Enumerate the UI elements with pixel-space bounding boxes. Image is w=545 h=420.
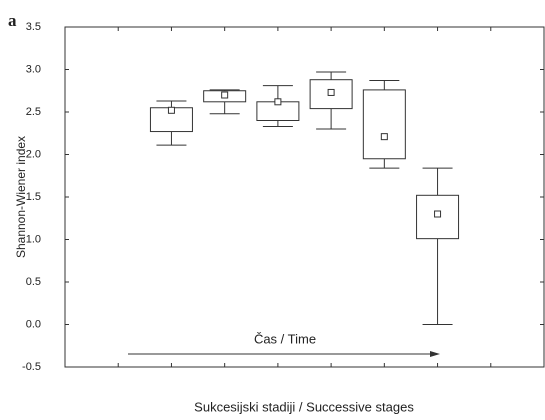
y-axis-label: Shannon-Wiener index bbox=[14, 136, 28, 258]
median-marker bbox=[434, 210, 442, 218]
y-tick-label: 1.0 bbox=[26, 233, 41, 245]
median-marker bbox=[327, 88, 335, 96]
y-tick-label: 0.0 bbox=[26, 318, 41, 330]
x-axis-label: Sukcesijski stadiji / Successive stages bbox=[194, 399, 414, 414]
y-tick-label: 3.5 bbox=[26, 21, 41, 33]
box bbox=[416, 194, 460, 240]
y-tick-label: 2.0 bbox=[26, 148, 41, 160]
box bbox=[362, 89, 406, 160]
y-tick-label: 2.5 bbox=[26, 106, 41, 118]
panel-label: a bbox=[8, 11, 17, 30]
y-tick-label: -0.5 bbox=[22, 361, 41, 373]
plot-frame bbox=[64, 26, 545, 368]
arrow-head bbox=[430, 351, 440, 357]
median-marker bbox=[167, 106, 175, 114]
median-marker bbox=[380, 133, 388, 141]
median-marker bbox=[274, 98, 282, 106]
y-tick-label: 1.5 bbox=[26, 191, 41, 203]
annotation: Čas / Time bbox=[254, 331, 316, 346]
median-marker bbox=[221, 91, 229, 99]
y-tick-label: 3.0 bbox=[26, 63, 41, 75]
y-tick-label: 0.5 bbox=[26, 276, 41, 288]
